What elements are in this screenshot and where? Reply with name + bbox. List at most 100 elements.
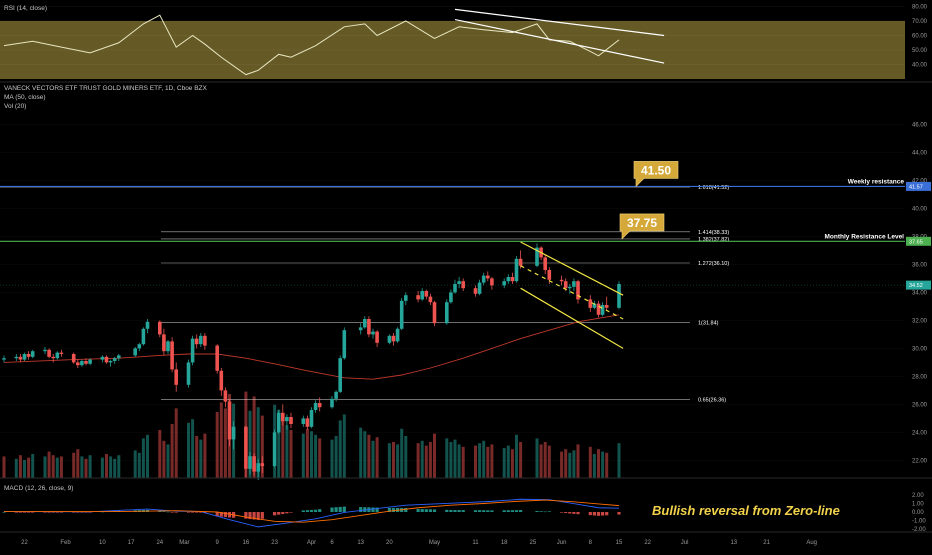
macd-tick-label: 1.00	[912, 502, 924, 508]
candle-body	[158, 321, 162, 335]
candle-body	[166, 341, 170, 352]
volume-bar	[289, 430, 293, 478]
macd-histogram-bar	[219, 512, 223, 517]
descending-channel	[520, 241, 624, 349]
fib-1-label: 1(31.84)	[698, 321, 719, 327]
candle-body	[112, 358, 117, 361]
volume-bar	[187, 422, 190, 478]
x-tick-label: 23	[271, 540, 278, 546]
volume-bar	[367, 434, 371, 478]
macd-histogram-bar	[432, 509, 437, 512]
volume-bar	[539, 444, 543, 478]
volume-bar	[506, 445, 510, 478]
volume-bar	[392, 442, 395, 478]
price-panel[interactable]: VANECK VECTORS ETF TRUST GOLD MINERS ETF…	[0, 85, 931, 480]
candle-body	[449, 292, 453, 303]
current-price-tag: 34.52	[0, 280, 931, 290]
price-tick-label: 22.00	[912, 458, 928, 464]
price-tick-label: 46.00	[912, 122, 928, 128]
x-tick-label: 11	[472, 540, 479, 546]
macd-histogram-bar	[478, 510, 482, 512]
x-tick-label: 13	[357, 540, 364, 546]
candle-body	[559, 279, 564, 282]
volume-bar	[14, 458, 18, 478]
macd-histogram-bar	[305, 510, 309, 512]
candle-body	[145, 321, 150, 329]
target-callouts: 41.50 37.75	[619, 161, 679, 240]
macd-histogram-bar	[404, 507, 408, 512]
volume-bar	[252, 396, 256, 478]
macd-histogram-bar	[519, 510, 523, 512]
candle-body	[223, 390, 228, 402]
volume-bar	[113, 458, 117, 478]
macd-histogram-bar	[576, 512, 580, 515]
x-tick-label: 10	[99, 540, 106, 546]
macd-histogram-bar	[244, 512, 248, 519]
x-tick-label: 24	[156, 540, 163, 546]
macd-histogram-bar	[338, 506, 342, 512]
macd-histogram-bar	[314, 509, 318, 512]
volume-bar	[478, 443, 482, 478]
x-tick-label: 6	[330, 540, 334, 546]
price-tick-label: 34.00	[912, 290, 928, 296]
candle-body	[358, 327, 363, 331]
macd-histogram-bar	[547, 511, 551, 512]
macd-panel[interactable]: MACD (12, 26, close, 9) 2.00 1.00 0.00 -1.0…	[2, 485, 926, 533]
candle-body	[543, 257, 547, 270]
candle-body	[18, 356, 23, 360]
macd-histogram-bar	[281, 512, 285, 515]
macd-tick-label: -2.00	[912, 527, 926, 533]
candle-body	[453, 284, 457, 293]
macd-title: MACD (12, 26, close, 9)	[4, 485, 73, 492]
rsi-channel-upper	[454, 8, 665, 37]
rsi-line	[3, 14, 620, 76]
monthly-resistance-tag-bg	[906, 236, 931, 246]
volume-bar	[27, 457, 31, 478]
volume-bar	[199, 439, 203, 478]
macd-signal-line	[4, 499, 620, 523]
x-axis: 22 Feb 10 17 24 Mar 9 16 23 Apr 6 13 20 May 11 18 25 Jun 8…	[21, 540, 817, 546]
candle-body	[2, 358, 6, 360]
rsi-tick-label: 80.00	[912, 5, 928, 11]
target-1-callout-text: 41.50	[641, 163, 671, 177]
macd-histogram-bar	[88, 512, 92, 513]
candle-body	[117, 355, 121, 359]
candle-body	[137, 344, 142, 349]
price-grid	[0, 124, 905, 461]
volume-bar	[420, 440, 424, 478]
price-tick-label: 42.00	[912, 178, 928, 184]
candle-body	[14, 356, 19, 359]
rsi-panel[interactable]: RSI (14, close) 80.00 70.00 60.00 50.00 40.0…	[0, 5, 928, 80]
volume-bar	[109, 456, 113, 478]
volume-bar	[576, 444, 580, 478]
volume-bar	[359, 427, 363, 478]
candle-body	[71, 354, 76, 363]
candle-body	[445, 302, 449, 324]
volume-bar	[47, 451, 51, 478]
macd-histogram-bar	[342, 506, 346, 512]
macd-histogram-bar	[605, 512, 609, 516]
candle-body	[477, 282, 482, 294]
candle-body	[215, 345, 219, 371]
x-tick-label: May	[429, 540, 440, 546]
macd-histogram-bar	[334, 507, 338, 512]
candle-body	[563, 281, 568, 289]
candle-body	[51, 356, 55, 359]
channel-lower-line	[520, 287, 624, 349]
candle-body	[572, 281, 576, 287]
ma50-line	[3, 314, 620, 380]
candle-body	[588, 299, 593, 308]
candle-body	[199, 335, 203, 345]
macd-histogram-bar	[273, 512, 277, 516]
candle-body	[473, 288, 478, 294]
macd-histogram-bar	[191, 512, 195, 513]
candle-body	[432, 302, 437, 324]
volume-bar	[31, 454, 35, 478]
volume-bar	[482, 440, 486, 478]
candle-body	[256, 463, 260, 472]
candle-body	[334, 391, 338, 399]
candle-body	[22, 354, 27, 360]
candle-body	[84, 361, 88, 364]
volume-bar	[166, 444, 170, 478]
x-tick-label: 22	[644, 540, 651, 546]
